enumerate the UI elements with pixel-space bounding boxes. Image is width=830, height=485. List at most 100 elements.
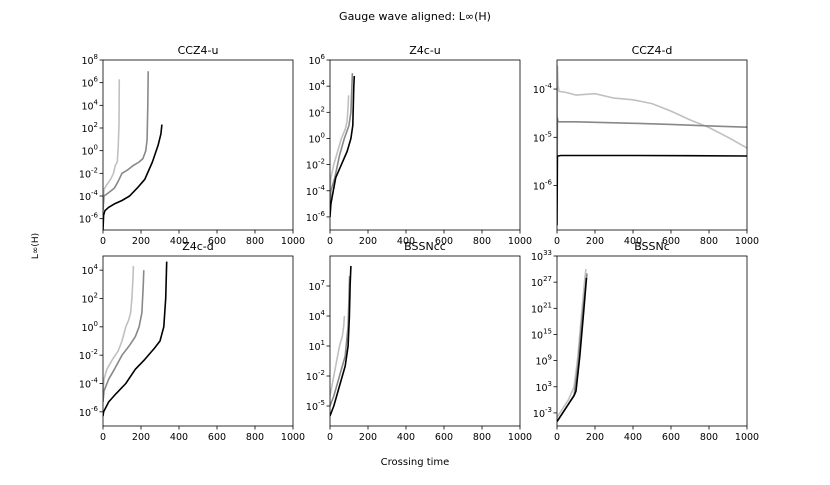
subplot-z4c-d: Z4c-d 0 200 400 600 800 1000 10-6 10-4 10-2 100 102… xyxy=(79,240,305,443)
x-tick-label: 400 xyxy=(624,236,642,247)
x-tick-label: 400 xyxy=(170,236,188,247)
y-tick-label: 100 xyxy=(81,320,98,334)
x-tick-label: 0 xyxy=(327,432,333,443)
y-tick-label: 109 xyxy=(535,354,552,368)
x-tick-label: 800 xyxy=(700,432,718,443)
y-tick-label: 10-6 xyxy=(79,405,99,419)
y-tick-label: 107 xyxy=(308,279,325,293)
figure-ylabel: L∞(H) xyxy=(31,233,41,259)
y-tick-label: 10-5 xyxy=(306,399,325,413)
x-tick-label: 1000 xyxy=(281,236,305,247)
axes-frame xyxy=(329,255,521,427)
y-tick-label: 100 xyxy=(81,144,98,158)
x-tick-label: 800 xyxy=(473,236,491,247)
series-line-dark xyxy=(557,277,588,423)
y-tick-label: 104 xyxy=(308,79,325,93)
x-tick-label: 400 xyxy=(624,432,642,443)
series-line-dark xyxy=(103,261,168,417)
y-tick-label: 104 xyxy=(81,98,98,112)
axes-frame xyxy=(102,59,294,231)
x-tick-label: 0 xyxy=(100,432,106,443)
x-tick-label: 0 xyxy=(554,236,560,247)
figure-xlabel: Crossing time xyxy=(381,457,450,468)
y-tick-label: 10-6 xyxy=(533,179,553,193)
x-tick-label: 200 xyxy=(586,432,604,443)
y-tick-label: 101 xyxy=(308,339,325,353)
x-tick-label: 800 xyxy=(246,432,264,443)
subplot-title: BSSNcc xyxy=(404,240,446,253)
series-line-light xyxy=(557,269,587,418)
series-line-mid xyxy=(330,275,351,407)
y-tick-label: 106 xyxy=(81,76,98,90)
subplot-ccz4-u: CCZ4-u 0 200 400 600 800 1000 10-6 10-4 10-2 100 10… xyxy=(79,44,305,247)
y-tick-label: 106 xyxy=(308,53,325,67)
y-tick-label: 10-2 xyxy=(79,166,98,180)
x-tick-label: 400 xyxy=(397,236,415,247)
x-tick-label: 800 xyxy=(246,236,264,247)
x-tick-label: 200 xyxy=(359,432,377,443)
x-tick-label: 200 xyxy=(586,236,604,247)
y-tick-label: 10-2 xyxy=(306,158,325,172)
x-tick-label: 1000 xyxy=(281,432,305,443)
figure-suptitle: Gauge wave aligned: L∞(H) xyxy=(339,10,491,23)
axes-frame xyxy=(329,59,521,231)
y-tick-label: 108 xyxy=(81,53,98,67)
x-tick-label: 800 xyxy=(473,432,491,443)
subplot-title: CCZ4-u xyxy=(178,44,219,57)
series-line-light xyxy=(103,265,135,391)
x-tick-label: 200 xyxy=(359,236,377,247)
series-line-dark xyxy=(330,75,356,217)
series-line-dark xyxy=(557,154,747,226)
x-tick-label: 1000 xyxy=(508,432,532,443)
subplot-ccz4-d: CCZ4-d 0 200 400 600 800 1000 10-6 10-5 10-4 xyxy=(533,44,759,247)
subplot-title: Z4c-d xyxy=(182,240,214,253)
x-tick-label: 1000 xyxy=(735,236,759,247)
y-tick-label: 102 xyxy=(81,292,98,306)
series-line-light xyxy=(330,95,350,191)
y-tick-label: 1015 xyxy=(531,327,552,341)
axes-frame xyxy=(556,59,748,231)
subplot-bssnc: BSSNc 0 200 400 600 800 1000 10-3 103 109 1015 1021… xyxy=(531,240,759,443)
x-tick-label: 600 xyxy=(662,432,680,443)
x-tick-label: 200 xyxy=(132,432,150,443)
y-tick-label: 104 xyxy=(308,309,325,323)
series-line-mid xyxy=(557,117,747,201)
y-tick-label: 10-2 xyxy=(306,369,325,383)
x-tick-label: 1000 xyxy=(735,432,759,443)
series-line-mid xyxy=(330,73,354,204)
y-tick-label: 100 xyxy=(308,131,325,145)
y-tick-label: 103 xyxy=(535,380,552,394)
x-tick-label: 1000 xyxy=(508,236,532,247)
y-tick-label: 10-6 xyxy=(79,212,99,226)
y-tick-label: 104 xyxy=(81,263,98,277)
y-tick-label: 10-4 xyxy=(79,189,99,203)
y-tick-label: 1027 xyxy=(531,275,552,289)
y-tick-label: 10-2 xyxy=(79,348,98,362)
y-tick-label: 10-4 xyxy=(306,184,326,198)
series-line-mid xyxy=(103,270,145,402)
y-tick-label: 102 xyxy=(81,121,98,135)
x-tick-label: 600 xyxy=(435,236,453,247)
subplots: CCZ4-u0 200 400 600 800 100010-610-410-210010… xyxy=(79,44,759,443)
subplot-bssncc: BSSNcc 0 200 400 600 800 1000 10-5 10-2 101 104 107 xyxy=(306,240,532,443)
y-tick-label: 102 xyxy=(308,105,325,119)
x-tick-label: 0 xyxy=(554,432,560,443)
subplot-title: BSSNc xyxy=(634,240,670,253)
x-tick-label: 400 xyxy=(170,432,188,443)
x-tick-label: 600 xyxy=(435,432,453,443)
x-tick-label: 800 xyxy=(700,236,718,247)
axes-frame xyxy=(556,255,748,427)
axes-frame xyxy=(102,255,294,427)
series-line-light xyxy=(330,315,346,397)
x-tick-label: 200 xyxy=(132,236,150,247)
x-tick-label: 0 xyxy=(100,236,106,247)
series-line-dark xyxy=(330,265,352,417)
subplot-title: CCZ4-d xyxy=(632,44,673,57)
y-tick-label: 10-4 xyxy=(79,377,99,391)
x-tick-label: 0 xyxy=(327,236,333,247)
y-tick-label: 10-5 xyxy=(533,130,552,144)
subplot-z4c-u: Z4c-u 0 200 400 600 800 1000 10-6 10-4 10-2 100 102… xyxy=(306,44,532,247)
subplot-title: Z4c-u xyxy=(409,44,441,57)
x-tick-label: 400 xyxy=(397,432,415,443)
